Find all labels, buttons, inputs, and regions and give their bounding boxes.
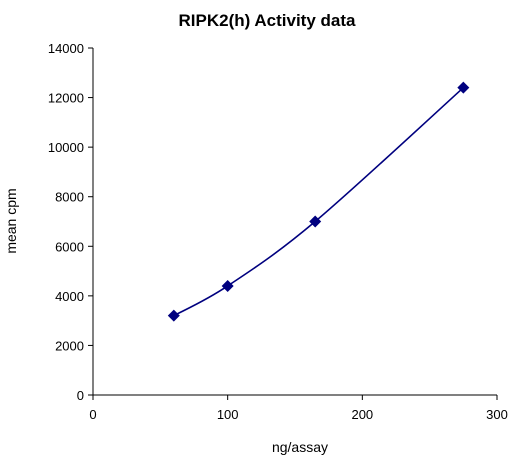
y-tick-label: 6000 [55, 239, 84, 254]
y-tick-label: 14000 [48, 41, 84, 56]
x-tick-label: 100 [217, 407, 239, 422]
y-tick-label: 0 [77, 388, 84, 403]
x-axis-label: ng/assay [272, 439, 328, 455]
data-point-marker [457, 81, 470, 94]
y-tick-label: 4000 [55, 289, 84, 304]
data-point-marker [167, 309, 180, 322]
series-line [173, 87, 464, 317]
y-tick-label: 2000 [55, 338, 84, 353]
y-tick-label: 10000 [48, 140, 84, 155]
series-layer [167, 81, 470, 322]
data-point-marker [309, 215, 322, 228]
y-tick-label: 12000 [48, 91, 84, 106]
y-axis-label: mean cpm [3, 188, 19, 253]
x-tick-label: 0 [89, 407, 96, 422]
x-tick-label: 200 [351, 407, 373, 422]
data-point-marker [221, 279, 234, 292]
x-tick-label: 300 [486, 407, 508, 422]
chart-title: RIPK2(h) Activity data [179, 11, 357, 30]
y-tick-label: 8000 [55, 190, 84, 205]
x-axis-ticks: 0 100 200 300 [89, 395, 508, 422]
y-axis-ticks: 0 2000 4000 6000 8000 10000 12000 14000 [48, 41, 93, 403]
